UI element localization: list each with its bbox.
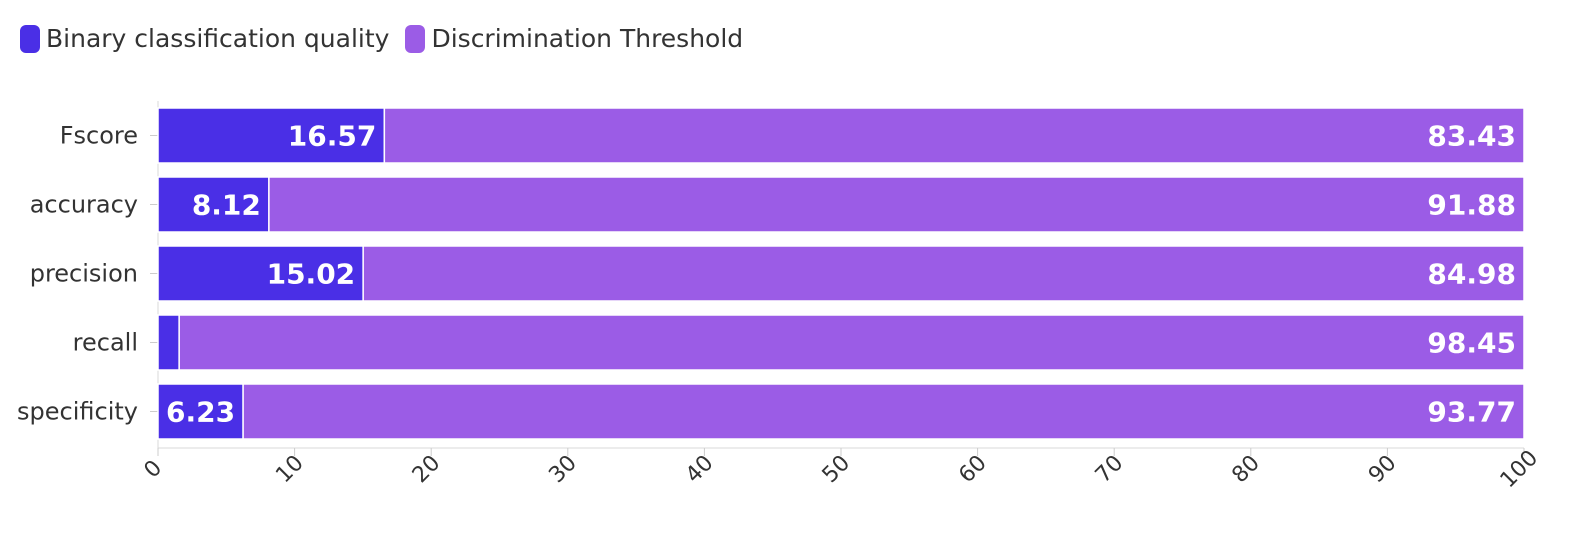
x-tick-label-8: 80 [1227, 451, 1264, 488]
category-label-4: specificity [17, 398, 138, 426]
legend-swatch-series-1 [405, 24, 426, 53]
data-label-1-1: 91.88 [1427, 189, 1516, 222]
legend: Binary classification quality Discrimina… [20, 24, 743, 53]
data-label-1-3: 98.45 [1427, 327, 1516, 360]
data-label-1-0: 83.43 [1427, 120, 1516, 153]
x-tick-label-2: 20 [408, 451, 445, 488]
x-tick-label-7: 70 [1091, 451, 1128, 488]
x-tick-label-4: 40 [681, 451, 718, 488]
legend-item-series-0[interactable]: Binary classification quality [20, 24, 389, 53]
x-tick-label-5: 50 [818, 451, 855, 488]
bar-0-2 [157, 245, 364, 302]
category-label-2: precision [30, 260, 138, 288]
data-label-0-1: 8.12 [192, 189, 261, 222]
legend-label-series-0: Binary classification quality [46, 24, 390, 53]
data-label-1-4: 93.77 [1427, 396, 1516, 429]
x-tick-label-1: 10 [271, 451, 308, 488]
bar-0-3 [157, 314, 180, 371]
legend-swatch-series-0 [20, 24, 40, 53]
category-label-1: accuracy [30, 191, 138, 219]
bar-1-4 [242, 383, 1525, 440]
data-label-0-0: 16.57 [288, 120, 377, 153]
category-label-3: recall [73, 329, 138, 357]
data-label-0-4: 6.23 [166, 396, 235, 429]
x-tick-label-0: 0 [140, 456, 168, 484]
x-tick-label-10: 100 [1496, 446, 1543, 493]
category-label-0: Fscore [60, 122, 138, 150]
bar-0-0 [157, 107, 386, 164]
x-tick-label-6: 60 [954, 451, 991, 488]
bar-1-3 [178, 314, 1525, 371]
bar-1-2 [362, 245, 1525, 302]
bar-1-0 [383, 107, 1525, 164]
data-label-0-2: 15.02 [267, 258, 356, 291]
legend-item-series-1[interactable]: Discrimination Threshold [405, 24, 743, 53]
bar-1-1 [268, 176, 1525, 233]
data-label-1-2: 84.98 [1427, 258, 1516, 291]
bar-0-1 [157, 176, 270, 233]
x-tick-label-3: 30 [544, 451, 581, 488]
bar-0-4 [157, 383, 244, 440]
legend-label-series-1: Discrimination Threshold [431, 24, 744, 53]
x-tick-label-9: 90 [1364, 451, 1401, 488]
